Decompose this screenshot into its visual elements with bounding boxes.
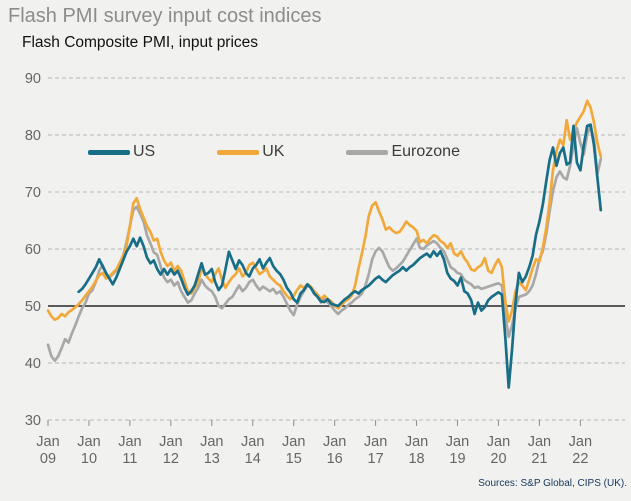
x-axis-label-year-09: 09 [40,451,56,467]
x-axis-label-month-11: Jan [118,434,141,450]
x-axis-label-year-19: 19 [449,451,465,467]
x-axis-label-month-09: Jan [36,434,59,450]
series-line-uk [46,99,603,323]
us-line-swatch [88,149,130,155]
y-axis-label-80: 80 [25,128,41,144]
x-axis-label-month-13: Jan [200,434,223,450]
x-axis-label-year-22: 22 [572,451,588,467]
x-axis-label-month-15: Jan [282,434,305,450]
x-axis-label-month-21: Jan [528,434,551,450]
legend-item-eurozone: Eurozone [346,143,460,161]
x-axis-label-month-20: Jan [487,434,510,450]
x-axis-label-year-15: 15 [286,451,302,467]
x-axis-label-year-13: 13 [204,451,220,467]
series-line-us [77,123,603,389]
y-axis-label-50: 50 [25,299,41,315]
legend-item-us: US [88,143,155,161]
y-axis-label-90: 90 [25,71,41,87]
x-axis-label-month-19: Jan [446,434,469,450]
chart-subtitle: Flash Composite PMI, input prices [22,34,259,51]
x-axis-label-year-18: 18 [408,451,424,467]
legend: US UK Eurozone [88,143,460,161]
x-axis-label-month-12: Jan [159,434,182,450]
x-axis-label-month-22: Jan [569,434,592,450]
y-axis-label-60: 60 [25,242,41,258]
x-axis-label-year-20: 20 [490,451,506,467]
series-line-eurozone [46,125,603,363]
legend-label-us: US [133,143,156,160]
y-axis-label-30: 30 [25,413,41,429]
x-axis-label-year-17: 17 [368,451,384,467]
legend-label-eurozone: Eurozone [391,143,460,160]
y-axis-label-70: 70 [25,185,41,201]
source-note: Sources: S&P Global, CIPS (UK). [478,478,627,489]
x-axis-label-year-11: 11 [122,451,137,467]
legend-item-uk: UK [217,143,284,161]
uk-line-swatch [217,149,260,155]
x-axis-label-month-16: Jan [323,434,346,450]
x-axis-label-month-10: Jan [77,434,100,450]
page-title: Flash PMI survey input cost indices [8,5,322,27]
x-axis-label-year-10: 10 [81,451,97,467]
x-axis-label-month-18: Jan [405,434,428,450]
x-axis-label-year-21: 21 [531,451,547,467]
x-axis-label-year-14: 14 [245,451,261,467]
x-axis-label-month-17: Jan [364,434,387,450]
eurozone-line-swatch [346,149,389,155]
legend-label-uk: UK [262,143,285,160]
y-axis-label-40: 40 [25,356,41,372]
x-axis-label-year-12: 12 [163,451,179,467]
x-axis-label-year-16: 16 [327,451,343,467]
x-axis-label-month-14: Jan [241,434,264,450]
